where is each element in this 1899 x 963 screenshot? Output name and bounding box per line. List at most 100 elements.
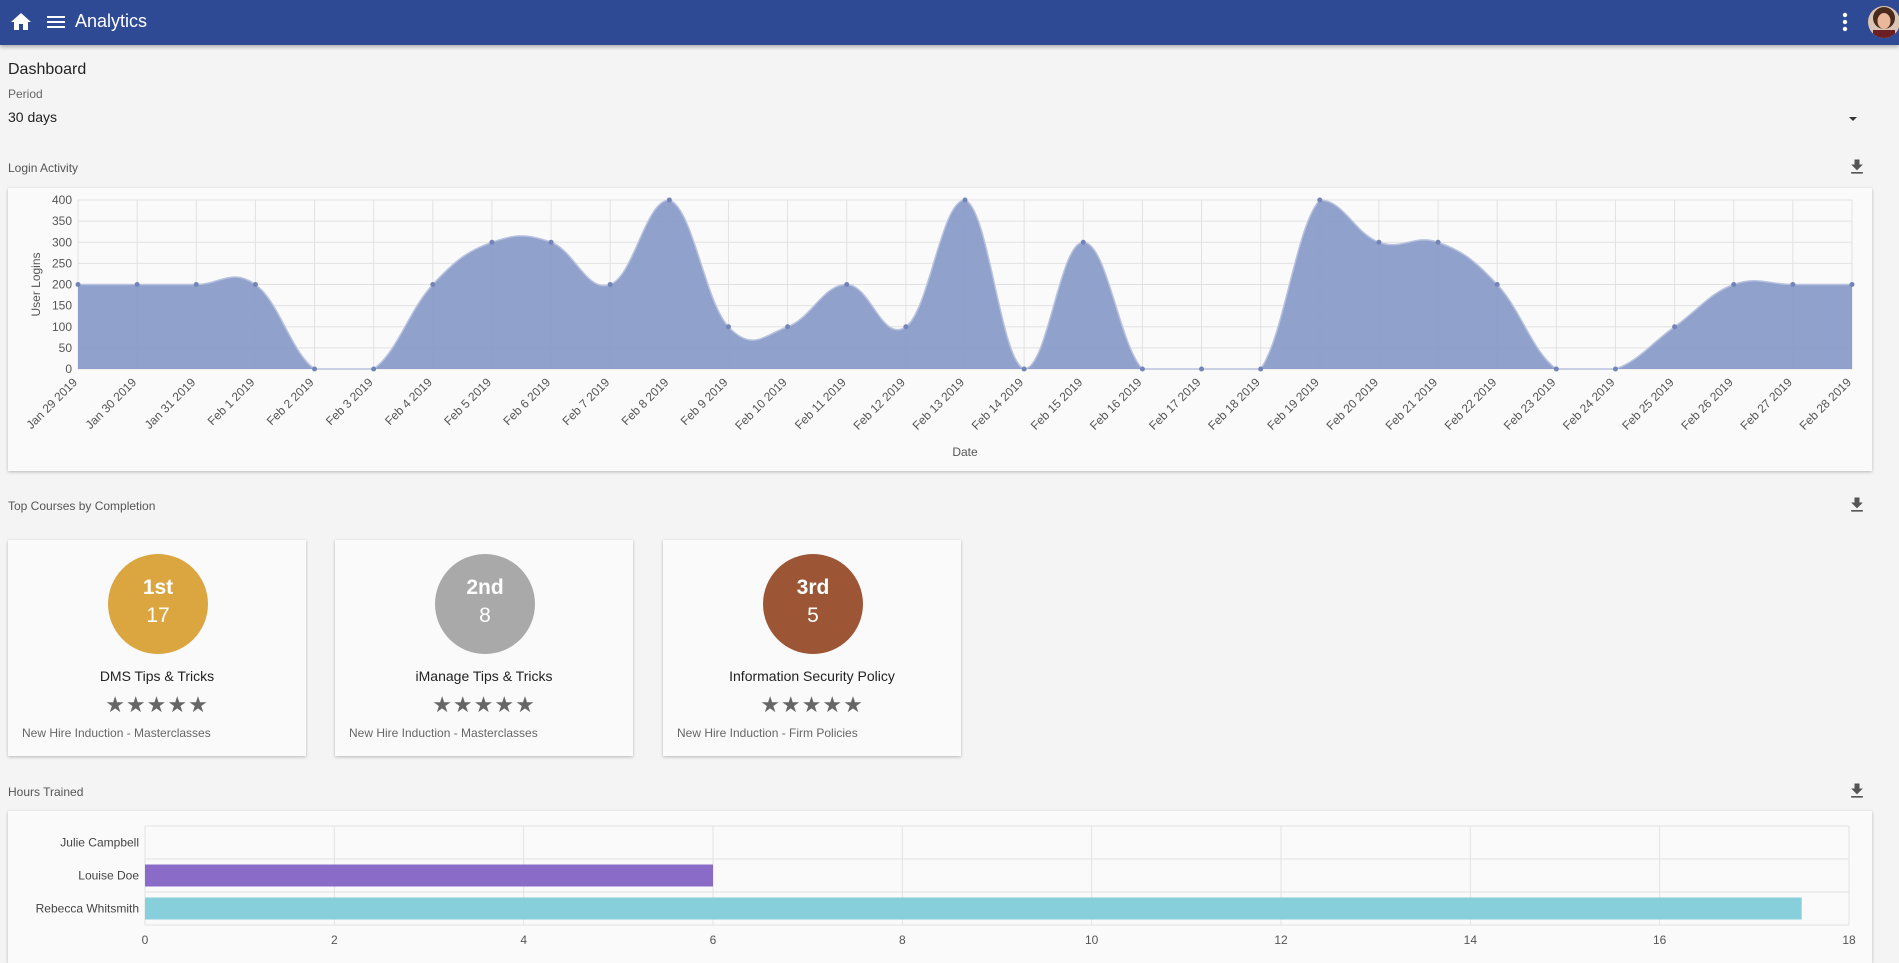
data-point [1139,366,1145,372]
x-tick-label: Feb 16 2019 [1087,375,1145,433]
y-axis-label: User Logins [29,252,43,316]
x-tick-label: Feb 7 2019 [559,375,612,428]
course-card[interactable]: 3rd 5 Information Security Policy ★★★★★ … [663,540,961,756]
x-tick-label: Feb 27 2019 [1737,375,1795,433]
data-point [844,282,850,287]
data-point [312,366,318,372]
data-point [725,324,731,330]
login-activity-card: 0 50 100 150 200 250 300 350 400 Jan 29 2019 Jan 3… [8,188,1872,471]
star-rating-icon: ★★★★★ [760,692,864,717]
y-tick-label: 150 [52,299,72,313]
data-point [134,282,140,287]
x-tick-label: 18 [1842,933,1856,947]
hours-trained-card: 0 2 4 6 8 10 12 14 16 18 Julie Campbell Louise Doe R… [8,811,1872,963]
course-card[interactable]: 1st 17 DMS Tips & Tricks ★★★★★ New Hire … [8,540,306,756]
data-point [607,282,613,287]
x-tick-label: Feb 22 2019 [1442,375,1500,433]
page-title: Dashboard [8,61,87,78]
menu-icon[interactable] [44,10,68,34]
y-tick-label: 300 [52,235,72,249]
x-tick-label: 6 [710,933,717,947]
completion-count: 8 [479,604,491,627]
rank-medal: 3rd 5 [763,554,863,654]
x-tick-label: Jan 29 2019 [24,375,81,432]
x-tick-label: 4 [520,933,527,947]
course-category: New Hire Induction - Masterclasses [22,726,211,740]
x-tick-label: Feb 10 2019 [732,375,790,433]
x-tick-label: 8 [899,933,906,947]
course-name: DMS Tips & Tricks [99,668,215,684]
hours-trained-label: Hours Trained [8,785,84,799]
rank-medal: 1st 17 [108,554,208,654]
y-tick-label: 400 [52,193,72,207]
data-point [666,197,672,203]
home-icon[interactable] [9,10,33,34]
data-point [903,324,909,330]
x-tick-label: Feb 20 2019 [1324,375,1382,433]
data-point [371,366,377,372]
data-point [548,239,554,245]
y-tick-label: Louise Doe [78,869,139,883]
x-tick-label: Feb 4 2019 [382,375,435,428]
y-tick-label: Rebecca Whitsmith [36,902,139,916]
data-point [962,197,968,203]
y-tick-label: 50 [59,341,73,355]
x-tick-label: Feb 2 2019 [264,375,317,428]
data-point [1258,366,1264,372]
x-tick-label: Feb 17 2019 [1146,375,1204,433]
x-tick-label: Feb 23 2019 [1501,375,1559,433]
download-icon[interactable] [1847,157,1867,177]
data-point [1731,282,1737,287]
data-point [1672,324,1678,330]
y-tick-label: 200 [52,278,72,292]
x-tick-label: Feb 25 2019 [1619,375,1677,433]
data-point [430,282,436,287]
x-tick-label: Feb 8 2019 [619,375,672,428]
x-tick-label: Jan 31 2019 [142,375,199,432]
user-avatar[interactable] [1868,6,1899,38]
completion-count: 5 [807,604,819,627]
x-tick-label: Feb 24 2019 [1560,375,1618,433]
data-point [489,239,495,245]
x-tick-label: Feb 13 2019 [910,375,968,433]
more-vert-icon[interactable] [1833,10,1857,34]
download-icon[interactable] [1847,781,1867,801]
period-select-value: 30 days [8,109,58,125]
x-tick-label: 0 [142,933,149,947]
data-point [1553,366,1559,372]
app-bar: Analytics [0,0,1899,45]
course-name: iManage Tips & Tricks [415,668,553,684]
x-tick-label: Jan 30 2019 [83,375,140,432]
data-point [1080,239,1086,245]
x-tick-label: Feb 12 2019 [850,375,908,433]
x-tick-label: Feb 26 2019 [1678,375,1736,433]
x-tick-label: 14 [1464,933,1478,947]
top-courses-label: Top Courses by Completion [8,499,156,513]
rank-label: 1st [142,576,174,599]
x-tick-label: Feb 9 2019 [678,375,731,428]
rank-medal: 2nd 8 [435,554,535,654]
x-tick-label: Feb 5 2019 [441,375,494,428]
x-tick-label: 16 [1653,933,1667,947]
star-rating-icon: ★★★★★ [432,692,536,717]
x-tick-label: Feb 14 2019 [969,375,1027,433]
data-point [1317,197,1323,203]
period-select[interactable]: 30 days [8,109,1860,131]
completion-count: 17 [146,604,170,627]
y-tick-label: 250 [52,256,72,270]
x-tick-label: Feb 18 2019 [1205,375,1263,433]
hours-trained-chart: 0 2 4 6 8 10 12 14 16 18 Julie Campbell Louise Doe R… [36,825,1856,947]
y-tick-label: 100 [52,320,72,334]
y-tick-label: 350 [52,214,72,228]
download-icon[interactable] [1847,495,1867,515]
course-category: New Hire Induction - Firm Policies [677,726,858,740]
data-point [193,282,199,287]
dropdown-caret-icon[interactable] [1849,117,1857,121]
data-point [1435,239,1441,245]
x-axis-label: Date [952,445,978,459]
bar [145,864,713,887]
course-card[interactable]: 2nd 8 iManage Tips & Tricks ★★★★★ New Hi… [335,540,633,756]
data-point [252,282,258,287]
data-point [75,282,81,287]
course-name: Information Security Policy [729,668,895,684]
